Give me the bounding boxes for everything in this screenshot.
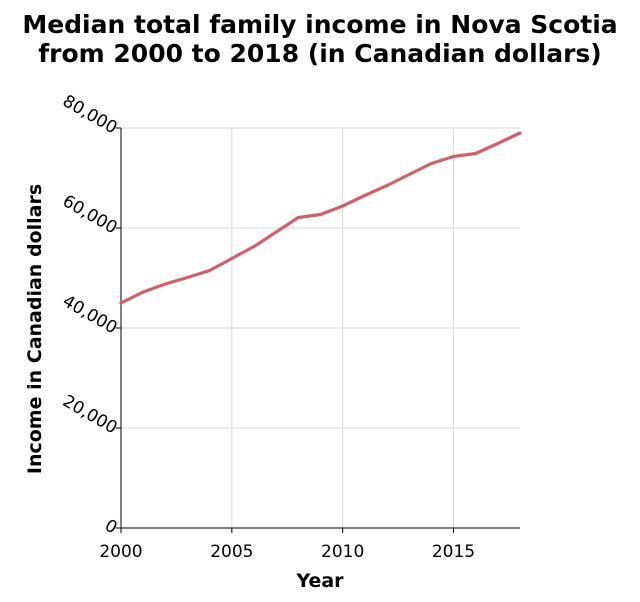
x-tick-label: 2010 [321, 542, 364, 562]
data-point [252, 244, 256, 249]
y-tick-label: 80,000 [59, 91, 121, 138]
data-point [318, 212, 323, 217]
x-tick-label: 2005 [210, 542, 253, 562]
x-tick-label: 2015 [432, 542, 475, 562]
data-point [230, 256, 234, 261]
data-point [451, 154, 456, 159]
data-point [341, 204, 345, 208]
data-point [296, 215, 300, 220]
y-tick-label: 60,000 [59, 191, 121, 238]
data-point [496, 141, 500, 146]
series-line [119, 131, 522, 305]
x-axis-label: Year [295, 570, 344, 592]
data-point [363, 193, 367, 198]
data-point [141, 290, 145, 294]
data-point [518, 131, 522, 135]
data-point [274, 230, 278, 234]
grid-lines [120, 127, 520, 529]
data-point [429, 161, 433, 166]
data-point [163, 282, 167, 286]
axes [116, 127, 520, 533]
chart-title-line-2: from 2000 to 2018 (in Canadian dollars) [38, 39, 601, 68]
y-axis-label: Income in Canadian dollars [24, 184, 46, 474]
data-point [407, 172, 411, 177]
data-point [385, 183, 389, 188]
x-tick-label: 2000 [99, 542, 142, 562]
y-tick-label: 0 [101, 516, 120, 539]
data-point [474, 151, 478, 156]
y-tick-label: 40,000 [59, 291, 121, 338]
y-tick-label: 20,000 [59, 391, 121, 438]
data-point [185, 275, 190, 280]
data-point [208, 268, 212, 273]
data-point [119, 301, 123, 305]
chart-title-line-1: Median total family income in Nova Scoti… [22, 10, 617, 39]
data-series [119, 131, 522, 305]
